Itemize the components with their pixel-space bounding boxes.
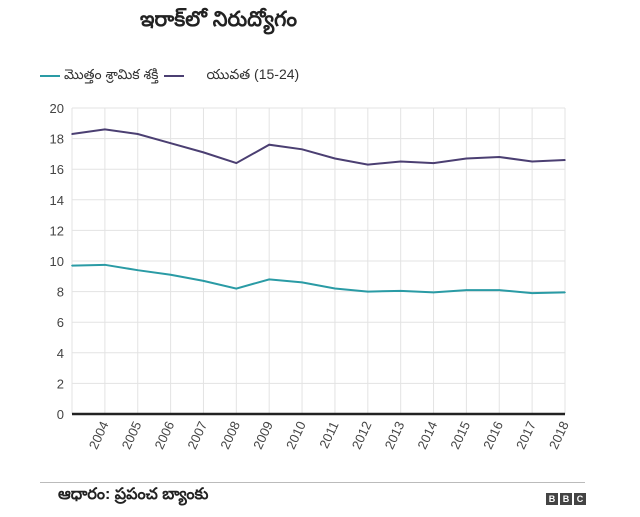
data-point: [71, 264, 73, 267]
x-tick-label: 2007: [184, 419, 210, 452]
y-tick-label: 8: [57, 285, 64, 300]
data-point: [399, 290, 402, 292]
y-tick-label: 14: [50, 193, 64, 208]
y-tick-label: 4: [57, 346, 64, 361]
data-point: [531, 160, 533, 163]
divider: [40, 482, 585, 483]
y-tick-label: 0: [57, 407, 64, 422]
data-point: [531, 292, 533, 294]
data-point: [202, 280, 205, 282]
y-tick-label: 12: [50, 223, 64, 238]
data-point: [268, 278, 271, 281]
x-tick-label: 2015: [447, 419, 473, 452]
x-tick-label: 2012: [349, 419, 375, 452]
plot-area: 0 2 4 6 8 10 12 14 16 18 20 2004 2005 2006 2007 2008 200…: [50, 101, 572, 452]
data-point: [136, 269, 139, 271]
x-tick-label: 2011: [316, 419, 341, 451]
y-tick-label: 16: [50, 162, 64, 177]
data-point: [334, 287, 336, 290]
legend: మొత్తం శ్రామిక శక్తి యువత (15-24): [40, 66, 299, 86]
data-point: [301, 148, 303, 151]
data-point: [169, 142, 172, 144]
legend-swatch-total: [40, 75, 60, 77]
x-tick-label: 2005: [119, 419, 145, 452]
y-tick-label: 6: [57, 315, 64, 330]
data-point: [367, 163, 369, 166]
legend-label-total: మొత్తం శ్రామిక శక్తి: [64, 66, 159, 82]
source-note: ఆధారం: ప్రపంచ బ్యాంకు: [58, 486, 209, 503]
data-point: [71, 133, 73, 135]
data-point: [334, 157, 336, 160]
data-point: [564, 159, 566, 161]
x-tick-label: 2009: [250, 419, 276, 452]
data-point: [432, 162, 435, 164]
data-point: [202, 151, 205, 154]
x-tick-label: 2018: [546, 419, 572, 452]
x-tick-label: 2014: [414, 419, 440, 452]
data-point: [465, 157, 468, 160]
data-point: [235, 287, 238, 290]
series-line-0: [71, 263, 566, 295]
x-tick-label: 2004: [86, 419, 112, 452]
data-point: [432, 291, 435, 294]
y-tick-label: 2: [57, 376, 64, 391]
data-point: [498, 289, 501, 291]
data-point: [465, 289, 468, 291]
data-point: [399, 160, 402, 163]
data-point: [104, 128, 106, 131]
y-tick-label: 10: [50, 254, 64, 269]
data-point: [169, 273, 172, 276]
chart-title: ఇరాక్‌లో నిరుద్యోగం: [140, 8, 298, 31]
x-tick-label: 2017: [513, 419, 539, 452]
y-tick-label: 20: [50, 101, 64, 116]
data-point: [498, 156, 501, 158]
y-tick-label: 18: [50, 132, 64, 147]
data-point: [268, 143, 271, 146]
data-point: [235, 162, 238, 164]
series-line-1: [71, 128, 566, 166]
x-tick-label: 2013: [382, 419, 408, 452]
data-point: [367, 290, 369, 293]
x-tick-label: 2008: [217, 419, 243, 452]
data-point: [564, 291, 566, 294]
data-point: [136, 133, 139, 135]
x-tick-label: 2006: [152, 419, 178, 452]
x-tick-label: 2016: [480, 419, 506, 452]
legend-swatch-youth: [164, 75, 185, 77]
legend-label-youth: యువత (15-24): [206, 66, 300, 82]
data-point: [301, 281, 303, 284]
data-point: [104, 264, 106, 266]
x-tick-label: 2010: [283, 419, 309, 452]
